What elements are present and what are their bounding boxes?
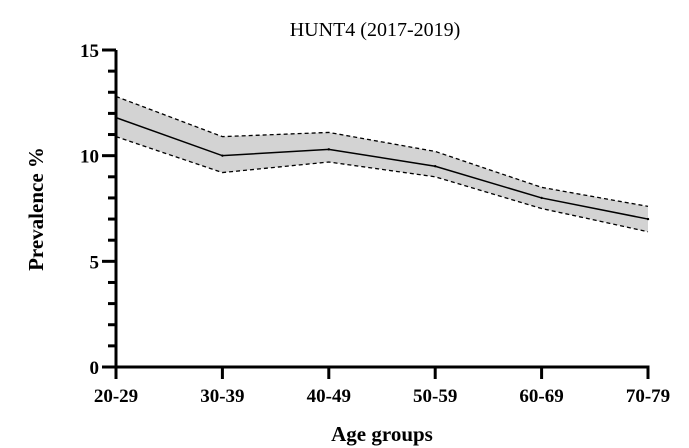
y-tick-label: 15 [80,41,99,62]
data-point-60-69 [540,196,543,200]
ci-upper-line [115,95,649,208]
y-tick-label: 5 [90,252,100,273]
ci-lower-line [115,136,649,233]
y-tick-label: 0 [90,358,100,379]
ci-band-fill [116,96,648,232]
y-axis-label: Prevalence % [24,147,48,271]
x-tick-label: 50-59 [413,386,457,407]
data-point-40-49 [327,148,330,151]
prevalence-series [114,116,650,221]
axes: 0 5 10 15 20-29 30-39 40-49 50-59 60-69 70-79 [80,41,670,407]
data-point-70-79 [646,217,650,221]
series-line [115,116,649,220]
x-tick-label: 40-49 [307,386,351,407]
x-axis-label: Age groups [331,422,433,446]
confidence-band [115,95,649,233]
data-point-30-39 [221,154,224,157]
x-tick-label: 30-39 [200,386,244,407]
x-tick-label: 70-79 [626,386,670,407]
x-tick-label: 60-69 [519,386,563,407]
chart-title: HUNT4 (2017-2019) [290,19,461,41]
data-point-50-59 [434,165,437,168]
y-tick-label: 10 [80,147,99,168]
x-tick-label: 20-29 [94,386,138,407]
